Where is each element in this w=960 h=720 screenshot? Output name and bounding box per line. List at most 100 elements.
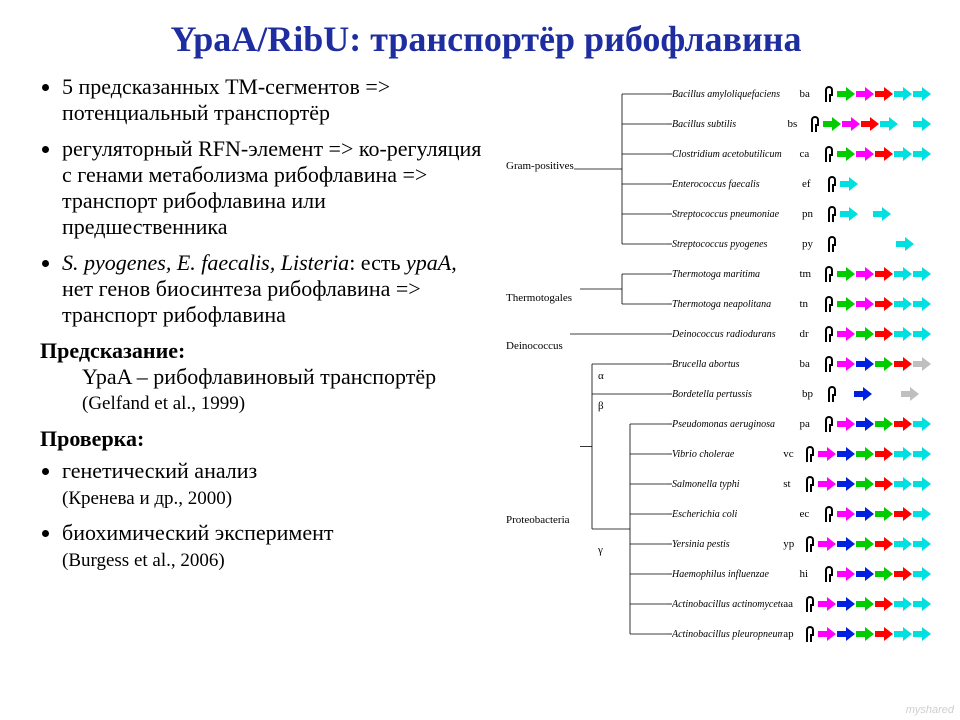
gene-arrow-icon (875, 267, 893, 281)
rfn-hairpin-icon (823, 564, 835, 584)
gene-arrow-icon (856, 597, 874, 611)
bullet-item: генетический анализ (Кренева и др., 2000… (62, 458, 492, 510)
gene-arrow-group (826, 174, 859, 194)
gene-arrow-icon (894, 477, 912, 491)
rfn-hairpin-icon (804, 444, 816, 464)
gene-gap (840, 384, 854, 398)
gene-arrow-group (823, 294, 932, 314)
gene-arrow-icon (896, 237, 914, 251)
gene-arrow-icon (894, 597, 912, 611)
gene-arrow-icon (837, 87, 855, 101)
gene-arrow-icon (875, 627, 893, 641)
gene-arrow-icon (856, 627, 874, 641)
gene-arrow-icon (856, 447, 874, 461)
gene-arrow-icon (837, 477, 855, 491)
gene-arrow-icon (913, 597, 931, 611)
species-code: ap (783, 628, 802, 640)
rfn-hairpin-icon (826, 204, 838, 224)
gene-arrow-icon (837, 507, 855, 521)
species-name: Haemophilus influenzae (672, 569, 799, 580)
gene-arrow-icon (837, 447, 855, 461)
species-code: aa (783, 598, 802, 610)
gene-arrow-group (804, 444, 932, 464)
slide: YpaA/RibU: транспортёр рибофлавина 5 пре… (0, 0, 960, 720)
species-name: Bacillus subtilis (672, 119, 787, 130)
prediction-line: YpaA – рибофлавиновый транспортёр (82, 364, 436, 389)
gene-arrow-icon (823, 117, 841, 131)
gene-arrow-icon (837, 627, 855, 641)
group-label: Deinococcus (506, 340, 563, 352)
check-heading: Проверка: (40, 426, 144, 451)
species-code: tn (799, 298, 821, 310)
species-name: Streptococcus pneumoniae (672, 209, 802, 220)
gene-arrow-icon (875, 327, 893, 341)
gene-arrow-icon (856, 147, 874, 161)
gene-arrow-group (823, 264, 932, 284)
gene-arrow-icon (837, 267, 855, 281)
gene-arrow-group (826, 234, 915, 254)
species-row: Bacillus amyloliquefaciensba (672, 80, 932, 108)
gene-arrow-icon (875, 567, 893, 581)
gene-arrow-icon (913, 627, 931, 641)
gene-arrow-group (804, 624, 932, 644)
prediction-block: Предсказание: YpaA – рибофлавиновый тран… (40, 338, 492, 416)
prediction-heading: Предсказание: (40, 338, 185, 363)
gene-arrow-icon (894, 267, 912, 281)
rfn-hairpin-icon (823, 354, 835, 374)
gene-arrow-icon (894, 507, 912, 521)
text-column: 5 предсказанных ТМ-сегментов => потенциа… (40, 74, 492, 674)
prediction-cite: (Gelfand et al., 1999) (82, 393, 245, 414)
gene-arrow-icon (837, 537, 855, 551)
gene-arrow-icon (894, 297, 912, 311)
check-heading-block: Проверка: (40, 426, 492, 452)
gene-arrow-icon (856, 507, 874, 521)
figure-column: Bacillus amyloliquefaciensba Bacillus sub… (502, 74, 932, 674)
rfn-hairpin-icon (826, 234, 838, 254)
gene-arrow-icon (818, 597, 836, 611)
gene-arrow-icon (837, 417, 855, 431)
bullet-list-top: 5 предсказанных ТМ-сегментов => потенциа… (40, 74, 492, 328)
columns: 5 предсказанных ТМ-сегментов => потенциа… (40, 74, 932, 674)
text: : есть (349, 250, 406, 275)
species-code: ba (799, 358, 821, 370)
species-name: Clostridium acetobutilicum (672, 149, 799, 160)
gene-arrow-icon (901, 387, 919, 401)
species-name: Yersinia pestis (672, 539, 783, 550)
group-label: Thermotogales (506, 292, 572, 304)
gene-gap (887, 384, 901, 398)
gene-arrow-icon (894, 627, 912, 641)
species-code: py (802, 238, 824, 250)
species-name: Streptococcus pyogenes (672, 239, 802, 250)
rfn-hairpin-icon (826, 174, 838, 194)
gene-arrow-icon (837, 567, 855, 581)
gene-arrow-icon (856, 567, 874, 581)
gene-arrow-icon (842, 117, 860, 131)
gene-arrow-icon (894, 417, 912, 431)
gene-italic: ypaA (406, 250, 451, 275)
species-name: Deinococcus radiodurans (672, 329, 799, 340)
gene-arrow-icon (913, 507, 931, 521)
watermark: myshared (906, 704, 954, 716)
species-name: Actinobacillus actinomycetemcomitans (672, 599, 783, 610)
gene-arrow-icon (875, 147, 893, 161)
gene-arrow-icon (837, 327, 855, 341)
gene-arrow-icon (913, 447, 931, 461)
species-row: Haemophilus influenzaehi (672, 560, 932, 588)
subgroup-label: γ (598, 544, 603, 556)
rfn-hairpin-icon (826, 384, 838, 404)
gene-arrow-icon (875, 417, 893, 431)
check-text: генетический анализ (62, 458, 257, 483)
gene-arrow-icon (913, 117, 931, 131)
species-name: Bordetella pertussis (672, 389, 802, 400)
species-code: bp (802, 388, 824, 400)
gene-arrow-icon (875, 87, 893, 101)
gene-arrow-icon (913, 327, 931, 341)
gene-arrow-group (823, 504, 932, 524)
species-row: Streptococcus pneumoniaepn (672, 200, 932, 228)
gene-arrow-icon (818, 537, 836, 551)
species-row: Thermotoga neapolitanatn (672, 290, 932, 318)
gene-arrow-icon (913, 357, 931, 371)
gene-arrow-group (826, 204, 892, 224)
phylogeny-figure: Bacillus amyloliquefaciensba Bacillus sub… (502, 74, 932, 674)
rfn-hairpin-icon (823, 144, 835, 164)
